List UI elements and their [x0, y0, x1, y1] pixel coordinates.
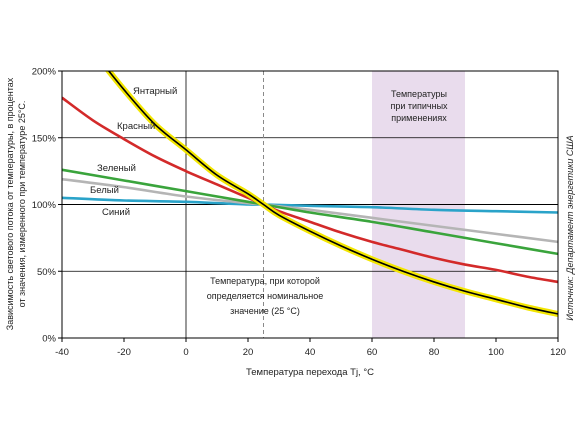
series-line-blue [62, 196, 558, 214]
x-tick-label: 20 [243, 347, 254, 358]
x-tick-label: 120 [550, 347, 566, 358]
series-lines [62, 71, 558, 317]
axis-ticks: -40 -20 0 20 40 60 80 100 120 0% 50% 100% 150% 200% [32, 67, 566, 359]
shaded-label-line2: при типичных [390, 101, 448, 111]
x-tick-label: 0 [183, 347, 188, 358]
series-label-blue: Синий [102, 207, 130, 218]
shaded-label-line3: применениях [391, 113, 447, 123]
series-line-amber [107, 71, 558, 315]
y-tick-label: 50% [37, 267, 57, 278]
shaded-label-line1: Температуры [391, 89, 447, 99]
x-tick-label: 60 [367, 347, 378, 358]
gridlines [62, 71, 558, 338]
series-label-red: Красный [117, 121, 155, 132]
x-tick-label: 40 [305, 347, 316, 358]
series-line-green [62, 168, 558, 256]
series-label-green: Зеленый [97, 163, 136, 174]
y-axis-title-line2: от значения, измеренного при температуре… [17, 101, 27, 308]
y-tick-label: 0% [42, 334, 56, 345]
x-tick-label: -40 [55, 347, 69, 358]
y-tick-label: 200% [32, 67, 57, 78]
center-note-line1: Температура, при которой [210, 276, 320, 286]
x-tick-label: 100 [488, 347, 504, 358]
series-line-white [62, 177, 558, 244]
series-line-red [62, 96, 558, 284]
y-axis-title-line1: Зависимость светового потока от температ… [5, 77, 15, 330]
center-note-line2: определяется номинальное [207, 291, 323, 301]
center-note-line3: значение (25 °C) [230, 306, 300, 316]
y-tick-label: 150% [32, 133, 57, 144]
x-axis-title: Температура перехода Tj, °C [246, 367, 374, 378]
series-label-white: Белый [90, 185, 119, 196]
x-tick-label: -20 [117, 347, 131, 358]
x-tick-label: 80 [429, 347, 440, 358]
y-tick-label: 100% [32, 200, 57, 211]
source-note: Источник: Департамент энергетики США [565, 135, 575, 320]
series-label-amber: Янтарный [133, 86, 177, 97]
